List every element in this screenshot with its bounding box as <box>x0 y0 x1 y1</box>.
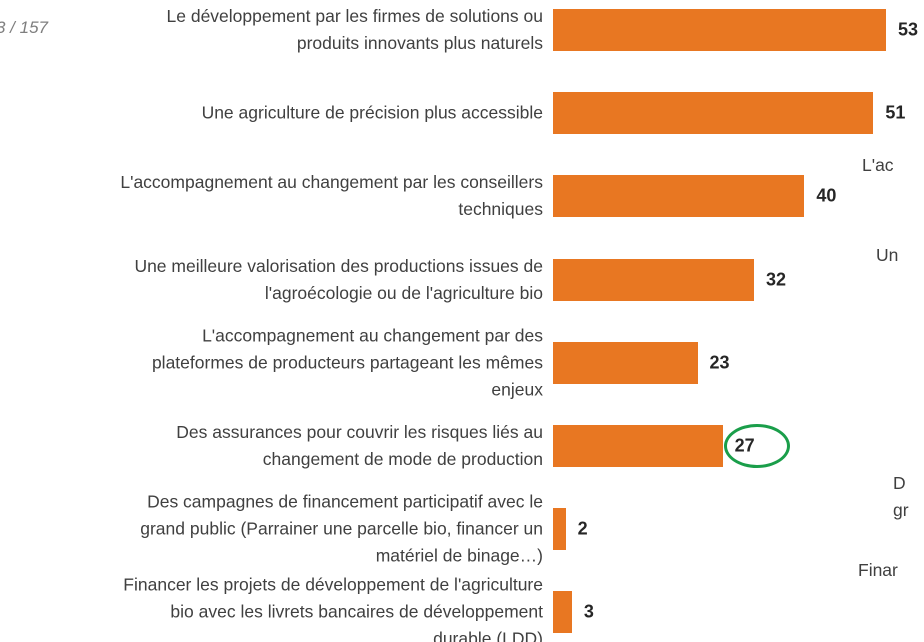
value-label: 23 <box>709 352 730 373</box>
category-label: Financer les projets de développement de… <box>123 574 543 642</box>
bar <box>553 591 572 634</box>
bar <box>553 425 723 467</box>
category-label: Une meilleure valorisation des productio… <box>134 255 543 303</box>
cropped-text: D <box>893 473 906 493</box>
cropped-text: gr <box>893 500 909 520</box>
value-label: 51 <box>885 102 906 123</box>
bar <box>553 9 886 51</box>
value-label: 3 <box>583 601 594 622</box>
category-label: L'accompagnement au changement par les c… <box>120 172 543 220</box>
cropped-text: L'ac <box>862 155 894 175</box>
category-label: Une agriculture de précision plus access… <box>201 102 543 123</box>
page-number: 3 / 157 <box>0 18 48 37</box>
category-label: Le développement par les firmes de solut… <box>166 6 543 53</box>
value-label: 2 <box>577 518 588 539</box>
cropped-text: Un <box>876 245 899 265</box>
value-label: 32 <box>766 269 787 290</box>
highlight-circle <box>723 424 790 468</box>
bar <box>553 258 755 301</box>
category-label: L'accompagnement au changement par des p… <box>151 325 543 400</box>
cropped-text: Finar <box>858 560 898 580</box>
bar <box>553 175 805 218</box>
value-label: 53 <box>898 19 919 40</box>
value-label: 40 <box>816 185 837 206</box>
bar <box>553 92 874 135</box>
category-label: Des assurances pour couvrir les risques … <box>176 422 543 469</box>
category-label: Des campagnes de financement participati… <box>140 491 543 566</box>
bar <box>553 341 698 384</box>
bar <box>553 508 566 551</box>
